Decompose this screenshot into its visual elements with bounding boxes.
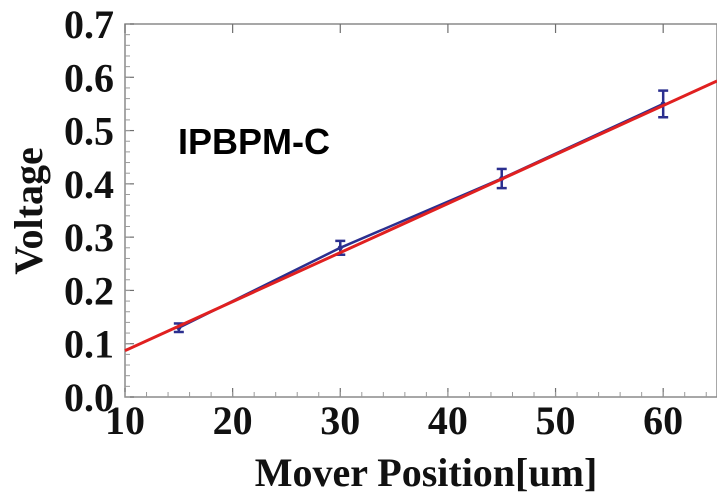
fit-line [124, 79, 717, 353]
y-tick-label: 0.1 [64, 322, 114, 367]
y-tick-label: 0.7 [64, 2, 114, 47]
y-tick-label: 0.3 [64, 215, 114, 260]
chart-annotation: IPBPM-C [178, 121, 330, 162]
y-tick-label: 0.5 [64, 109, 114, 154]
data-point [337, 245, 343, 251]
y-tick-label: 0.6 [64, 55, 114, 100]
y-axis-tick-labels: 0.0 0.1 0.2 0.3 0.4 0.5 0.6 0.7 [64, 2, 114, 420]
y-tick-label: 0.0 [64, 375, 114, 420]
y-axis-title: Voltage [6, 147, 51, 274]
x-tick-label: 60 [643, 398, 683, 443]
fit-line-layer [124, 79, 717, 353]
y-tick-label: 0.2 [64, 268, 114, 313]
x-tick-label: 50 [536, 398, 576, 443]
x-tick-label: 30 [320, 398, 360, 443]
x-axis-ticks [124, 24, 707, 397]
y-axis-ticks [125, 23, 134, 398]
x-tick-label: 40 [428, 398, 468, 443]
x-axis-title: Mover Position[um] [255, 450, 598, 495]
plot-frame [124, 23, 717, 398]
x-tick-label: 20 [213, 398, 253, 443]
y-tick-label: 0.4 [64, 162, 114, 207]
x-axis-tick-labels: 10 20 30 40 50 60 [105, 398, 683, 443]
x-tick-label: 10 [105, 398, 145, 443]
